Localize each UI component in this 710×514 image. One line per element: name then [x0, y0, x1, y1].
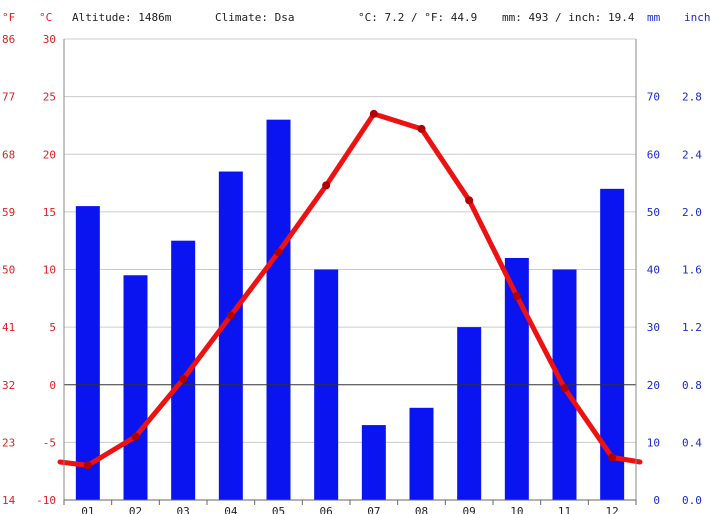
temperature-point: [274, 248, 283, 257]
precipitation-bar: [361, 425, 386, 500]
celsius-tick-label: 25: [43, 91, 56, 104]
temperature-line: [57, 109, 643, 470]
inch-tick-label: 1.6: [682, 264, 702, 277]
fahrenheit-tick-label: 14: [2, 494, 16, 507]
mm-tick-label: 40: [647, 264, 660, 277]
month-tick-label: 04: [224, 505, 238, 514]
inch-tick-label: 0.0: [682, 494, 702, 507]
mm-tick-labels: 70 60 50 40 30 20 10 0: [647, 91, 660, 507]
inch-tick-label: 1.2: [682, 321, 702, 334]
precipitation-bar: [75, 206, 100, 501]
temperature-point: [226, 311, 235, 320]
mm-unit-label: mm: [647, 11, 661, 24]
fahrenheit-tick-label: 50: [2, 264, 15, 277]
temperature-average-info: °C: 7.2 / °F: 44.9: [358, 11, 477, 24]
celsius-tick-label: 20: [43, 148, 56, 161]
celsius-tick-labels: 30 25 20 15 10 5 0 -5 -10: [36, 33, 56, 507]
mm-tick-label: 0: [653, 494, 660, 507]
mm-tick-label: 50: [647, 206, 660, 219]
celsius-tick-label: -10: [36, 494, 56, 507]
fahrenheit-tick-label: 41: [2, 321, 15, 334]
inch-tick-label: 0.4: [682, 436, 702, 449]
temperature-point: [417, 124, 426, 133]
altitude-info: Altitude: 1486m: [72, 11, 172, 24]
celsius-unit-label: °C: [39, 11, 52, 24]
grid-lines: [64, 38, 636, 443]
month-tick-label: 12: [606, 505, 619, 514]
mm-tick-label: 70: [647, 91, 660, 104]
celsius-tick-label: 30: [43, 33, 56, 46]
fahrenheit-unit-label: °F: [2, 11, 15, 24]
celsius-tick-label: 5: [49, 321, 56, 334]
inch-tick-label: 2.8: [682, 91, 702, 104]
precipitation-bar: [457, 327, 482, 500]
month-tick-label: 07: [367, 505, 380, 514]
temperature-point: [465, 196, 474, 205]
precipitation-bar: [218, 171, 243, 500]
fahrenheit-tick-label: 68: [2, 148, 15, 161]
temperature-point: [512, 292, 521, 301]
fahrenheit-tick-label: 86: [2, 33, 15, 46]
precipitation-bar: [266, 119, 291, 501]
month-tick-label: 01: [81, 505, 94, 514]
inch-tick-labels: 2.8 2.4 2.0 1.6 1.2 0.8 0.4 0.0: [682, 91, 702, 507]
month-tick-label: 09: [463, 505, 476, 514]
month-tick-label: 02: [129, 505, 142, 514]
fahrenheit-tick-label: 32: [2, 379, 15, 392]
fahrenheit-tick-label: 59: [2, 206, 15, 219]
celsius-tick-label: -5: [43, 436, 56, 449]
temperature-point: [608, 453, 617, 462]
temperature-point: [179, 374, 188, 383]
precipitation-bar: [409, 407, 434, 500]
temperature-point: [369, 109, 378, 118]
mm-tick-label: 20: [647, 379, 660, 392]
inch-unit-label: inch: [684, 11, 710, 24]
fahrenheit-tick-label: 23: [2, 436, 15, 449]
month-tick-label: 06: [320, 505, 333, 514]
temperature-point: [83, 461, 92, 470]
inch-tick-label: 2.0: [682, 206, 702, 219]
climate-info: Climate: Dsa: [215, 11, 294, 24]
celsius-tick-label: 0: [49, 379, 56, 392]
precipitation-bar: [123, 275, 148, 500]
month-tick-label: 03: [177, 505, 190, 514]
mm-tick-label: 30: [647, 321, 660, 334]
month-tick-label: 11: [558, 505, 571, 514]
month-tick-label: 05: [272, 505, 285, 514]
fahrenheit-tick-labels: 86 77 68 59 50 41 32 23 14: [2, 33, 16, 507]
inch-tick-label: 2.4: [682, 148, 702, 161]
axes-frame: [63, 39, 637, 505]
mm-tick-label: 10: [647, 436, 660, 449]
celsius-tick-label: 10: [43, 264, 56, 277]
month-tick-label: 10: [510, 505, 523, 514]
fahrenheit-tick-label: 77: [2, 91, 15, 104]
temperature-series-line: [57, 111, 643, 468]
temperature-point: [131, 432, 140, 441]
temperature-point: [322, 181, 331, 190]
month-tick-label: 08: [415, 505, 428, 514]
inch-tick-label: 0.8: [682, 379, 702, 392]
precipitation-bars: [75, 119, 625, 501]
temperature-point: [560, 384, 569, 393]
celsius-tick-label: 15: [43, 206, 56, 219]
mm-tick-label: 60: [647, 148, 660, 161]
precipitation-total-info: mm: 493 / inch: 19.4: [502, 11, 635, 24]
month-tick-labels: 01 02 03 04 05 06 07 08 09 10 11 12: [81, 505, 619, 514]
